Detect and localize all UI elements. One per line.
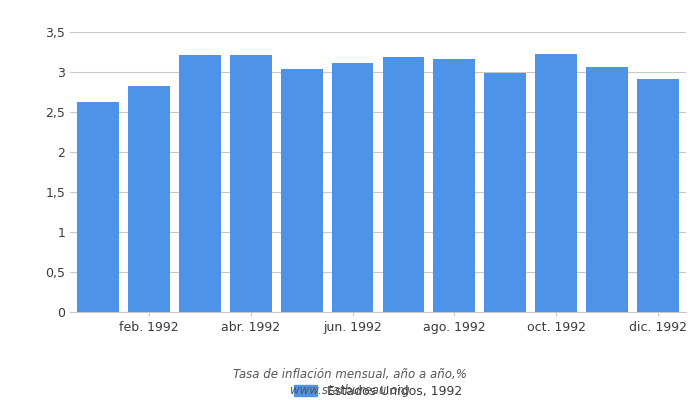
Bar [383,57,424,312]
Text: www.statbureau.org: www.statbureau.org [290,384,410,397]
Bar [128,86,170,312]
Legend: Estados Unidos, 1992: Estados Unidos, 1992 [289,380,467,400]
Bar [484,73,526,312]
Bar [77,102,119,312]
Bar [586,67,628,312]
Bar [179,55,220,312]
Bar [637,79,679,312]
Bar [536,54,577,312]
Text: Tasa de inflación mensual, año a año,%: Tasa de inflación mensual, año a año,% [233,368,467,381]
Bar [332,63,373,312]
Bar [433,59,475,312]
Bar [281,69,323,312]
Bar [230,55,272,312]
